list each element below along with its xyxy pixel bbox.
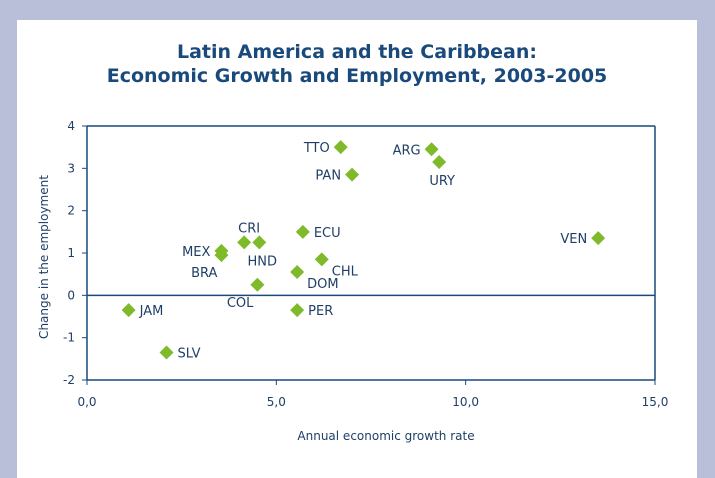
data-point-marker: [424, 142, 439, 157]
data-point-label: COL: [227, 296, 254, 311]
data-point-marker: [290, 303, 305, 318]
chart-title-line-2: Economic Growth and Employment, 2003-200…: [106, 65, 608, 87]
y-tick-label: -2: [63, 373, 75, 387]
chart-panel: Latin America and the Caribbean: Economi…: [17, 20, 697, 478]
data-point-marker: [159, 345, 174, 360]
y-axis-title: Change in the employment: [37, 175, 51, 339]
x-tick-label: 0,0: [77, 395, 96, 409]
data-point-marker: [214, 248, 229, 263]
x-axis-title: Annual economic growth rate: [297, 429, 474, 443]
data-point-marker: [121, 303, 136, 318]
data-point-marker: [345, 167, 360, 182]
data-point-label: BRA: [191, 266, 217, 281]
data-point-label: CRI: [238, 221, 260, 236]
data-point-label: MEX: [182, 245, 210, 260]
x-tick-label: 10,0: [452, 395, 479, 409]
y-tick-label: -1: [63, 331, 75, 345]
x-tick-label: 15,0: [642, 395, 669, 409]
data-point-marker: [252, 235, 267, 250]
y-tick-label: 3: [67, 161, 75, 175]
data-point-label: CHL: [332, 264, 359, 279]
data-point-label: SLV: [178, 346, 201, 361]
data-point-label: VEN: [560, 232, 587, 247]
data-point-marker: [314, 252, 329, 267]
chart-title: Latin America and the Caribbean: Economi…: [17, 40, 697, 88]
data-point-label: URY: [429, 174, 455, 189]
y-tick-label: 1: [67, 246, 75, 260]
data-point-label: TTO: [303, 141, 330, 156]
data-point-label: PAN: [315, 169, 341, 184]
scatter-plot: -2 -1 0 1 2 3 4 0,0 5,0 10,0 15,0 Annual economic g…: [37, 119, 669, 443]
data-point-marker: [290, 265, 305, 280]
y-tick-label: 2: [67, 204, 75, 218]
data-point-marker: [432, 154, 447, 169]
data-point-marker: [295, 224, 310, 239]
y-tick-label: 4: [67, 119, 75, 133]
data-point-marker: [591, 231, 606, 246]
data-point-label: ECU: [314, 226, 341, 241]
x-tick-label: 5,0: [267, 395, 286, 409]
chart-title-line-1: Latin America and the Caribbean:: [177, 41, 537, 63]
data-point-label: JAM: [139, 304, 164, 319]
data-point-label: PER: [308, 304, 333, 319]
data-point-label: HND: [248, 254, 278, 269]
data-point-label: DOM: [307, 277, 338, 292]
data-point-label: ARG: [393, 143, 421, 158]
data-point-marker: [333, 140, 348, 155]
data-point-marker: [250, 277, 265, 292]
data-point-marker: [237, 235, 252, 250]
y-tick-label: 0: [67, 288, 75, 302]
